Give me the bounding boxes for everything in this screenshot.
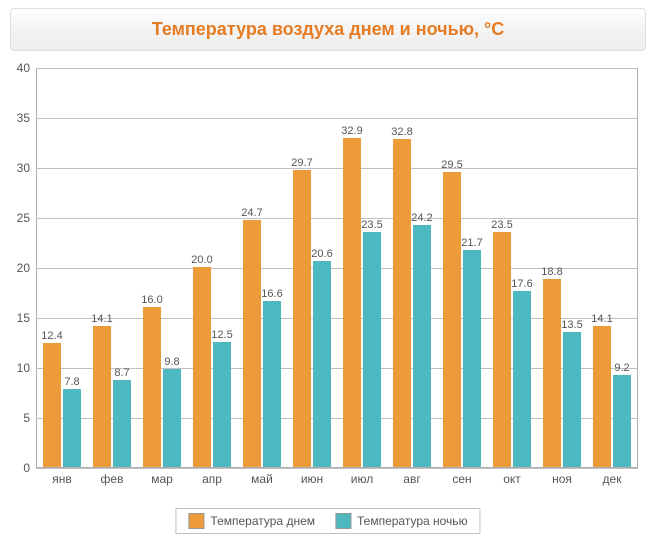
bar-value-label: 14.1 [591,313,612,325]
bar-value-label: 18.8 [541,266,562,278]
legend-swatch-day [188,513,204,529]
bar-day [193,267,211,467]
x-axis-label: июн [301,472,323,486]
bar-night [263,301,281,467]
x-axis-label: сен [452,472,471,486]
x-axis-label: дек [603,472,622,486]
y-axis-label: 40 [0,61,30,75]
grid-line [36,68,638,69]
bar-night [513,291,531,467]
bar-value-label: 12.5 [211,329,232,341]
bar-day [493,232,511,467]
bar-value-label: 7.8 [64,376,79,388]
x-axis-label: авг [403,472,420,486]
bar-value-label: 16.6 [261,288,282,300]
y-axis-label: 15 [0,311,30,325]
legend: Температура днем Температура ночью [175,508,480,534]
grid-line [36,218,638,219]
bar-value-label: 20.0 [191,254,212,266]
bar-night [413,225,431,467]
x-axis-label: апр [202,472,222,486]
y-axis-label: 0 [0,461,30,475]
bar-value-label: 23.5 [361,219,382,231]
bar-night [163,369,181,467]
bar-day [593,326,611,467]
bar-value-label: 23.5 [491,219,512,231]
bar-day [443,172,461,467]
legend-label-night: Температура ночью [357,514,468,528]
bar-day [93,326,111,467]
x-axis-label: янв [52,472,72,486]
bar-day [43,343,61,467]
y-axis-label: 35 [0,111,30,125]
bar-value-label: 9.8 [164,356,179,368]
bar-value-label: 12.4 [41,330,62,342]
chart-title-box: Температура воздуха днем и ночью, °C [10,8,646,51]
bar-night [313,261,331,467]
y-axis-label: 5 [0,411,30,425]
bar-value-label: 13.5 [561,319,582,331]
bar-value-label: 29.7 [291,157,312,169]
bar-value-label: 32.8 [391,126,412,138]
y-axis-label: 10 [0,361,30,375]
bar-value-label: 17.6 [511,278,532,290]
y-axis-label: 30 [0,161,30,175]
plot-area: 051015202530354012.47.8янв14.18.7фев16.0… [36,68,638,468]
x-axis-label: фев [101,472,124,486]
chart-title: Температура воздуха днем и ночью, °C [152,19,505,39]
x-axis-label: май [251,472,273,486]
x-axis-label: июл [351,472,373,486]
bar-day [393,139,411,467]
bar-night [213,342,231,467]
bar-night [63,389,81,467]
bar-night [613,375,631,467]
bar-value-label: 16.0 [141,294,162,306]
bar-value-label: 8.7 [114,367,129,379]
legend-swatch-night [335,513,351,529]
x-axis-label: мар [151,472,173,486]
bar-night [363,232,381,467]
bar-value-label: 24.7 [241,207,262,219]
grid-line [36,468,638,469]
bar-day [243,220,261,467]
y-axis-label: 20 [0,261,30,275]
bar-day [543,279,561,467]
legend-item-night: Температура ночью [335,513,468,529]
bar-value-label: 20.6 [311,248,332,260]
chart-container: Температура воздуха днем и ночью, °C 0 5 1… [0,8,656,540]
bar-value-label: 14.1 [91,313,112,325]
legend-label-day: Температура днем [210,514,315,528]
bar-value-label: 24.2 [411,212,432,224]
grid-line [36,168,638,169]
bar-day [143,307,161,467]
bar-value-label: 32.9 [341,125,362,137]
y-axis-label: 25 [0,211,30,225]
bar-day [343,138,361,467]
bar-day [293,170,311,467]
bar-night [113,380,131,467]
bar-value-label: 9.2 [614,362,629,374]
bar-night [563,332,581,467]
x-axis-label: окт [503,472,521,486]
bar-value-label: 29.5 [441,159,462,171]
grid-line [36,118,638,119]
bar-value-label: 21.7 [461,237,482,249]
bar-night [463,250,481,467]
legend-item-day: Температура днем [188,513,315,529]
x-axis-label: ноя [552,472,572,486]
